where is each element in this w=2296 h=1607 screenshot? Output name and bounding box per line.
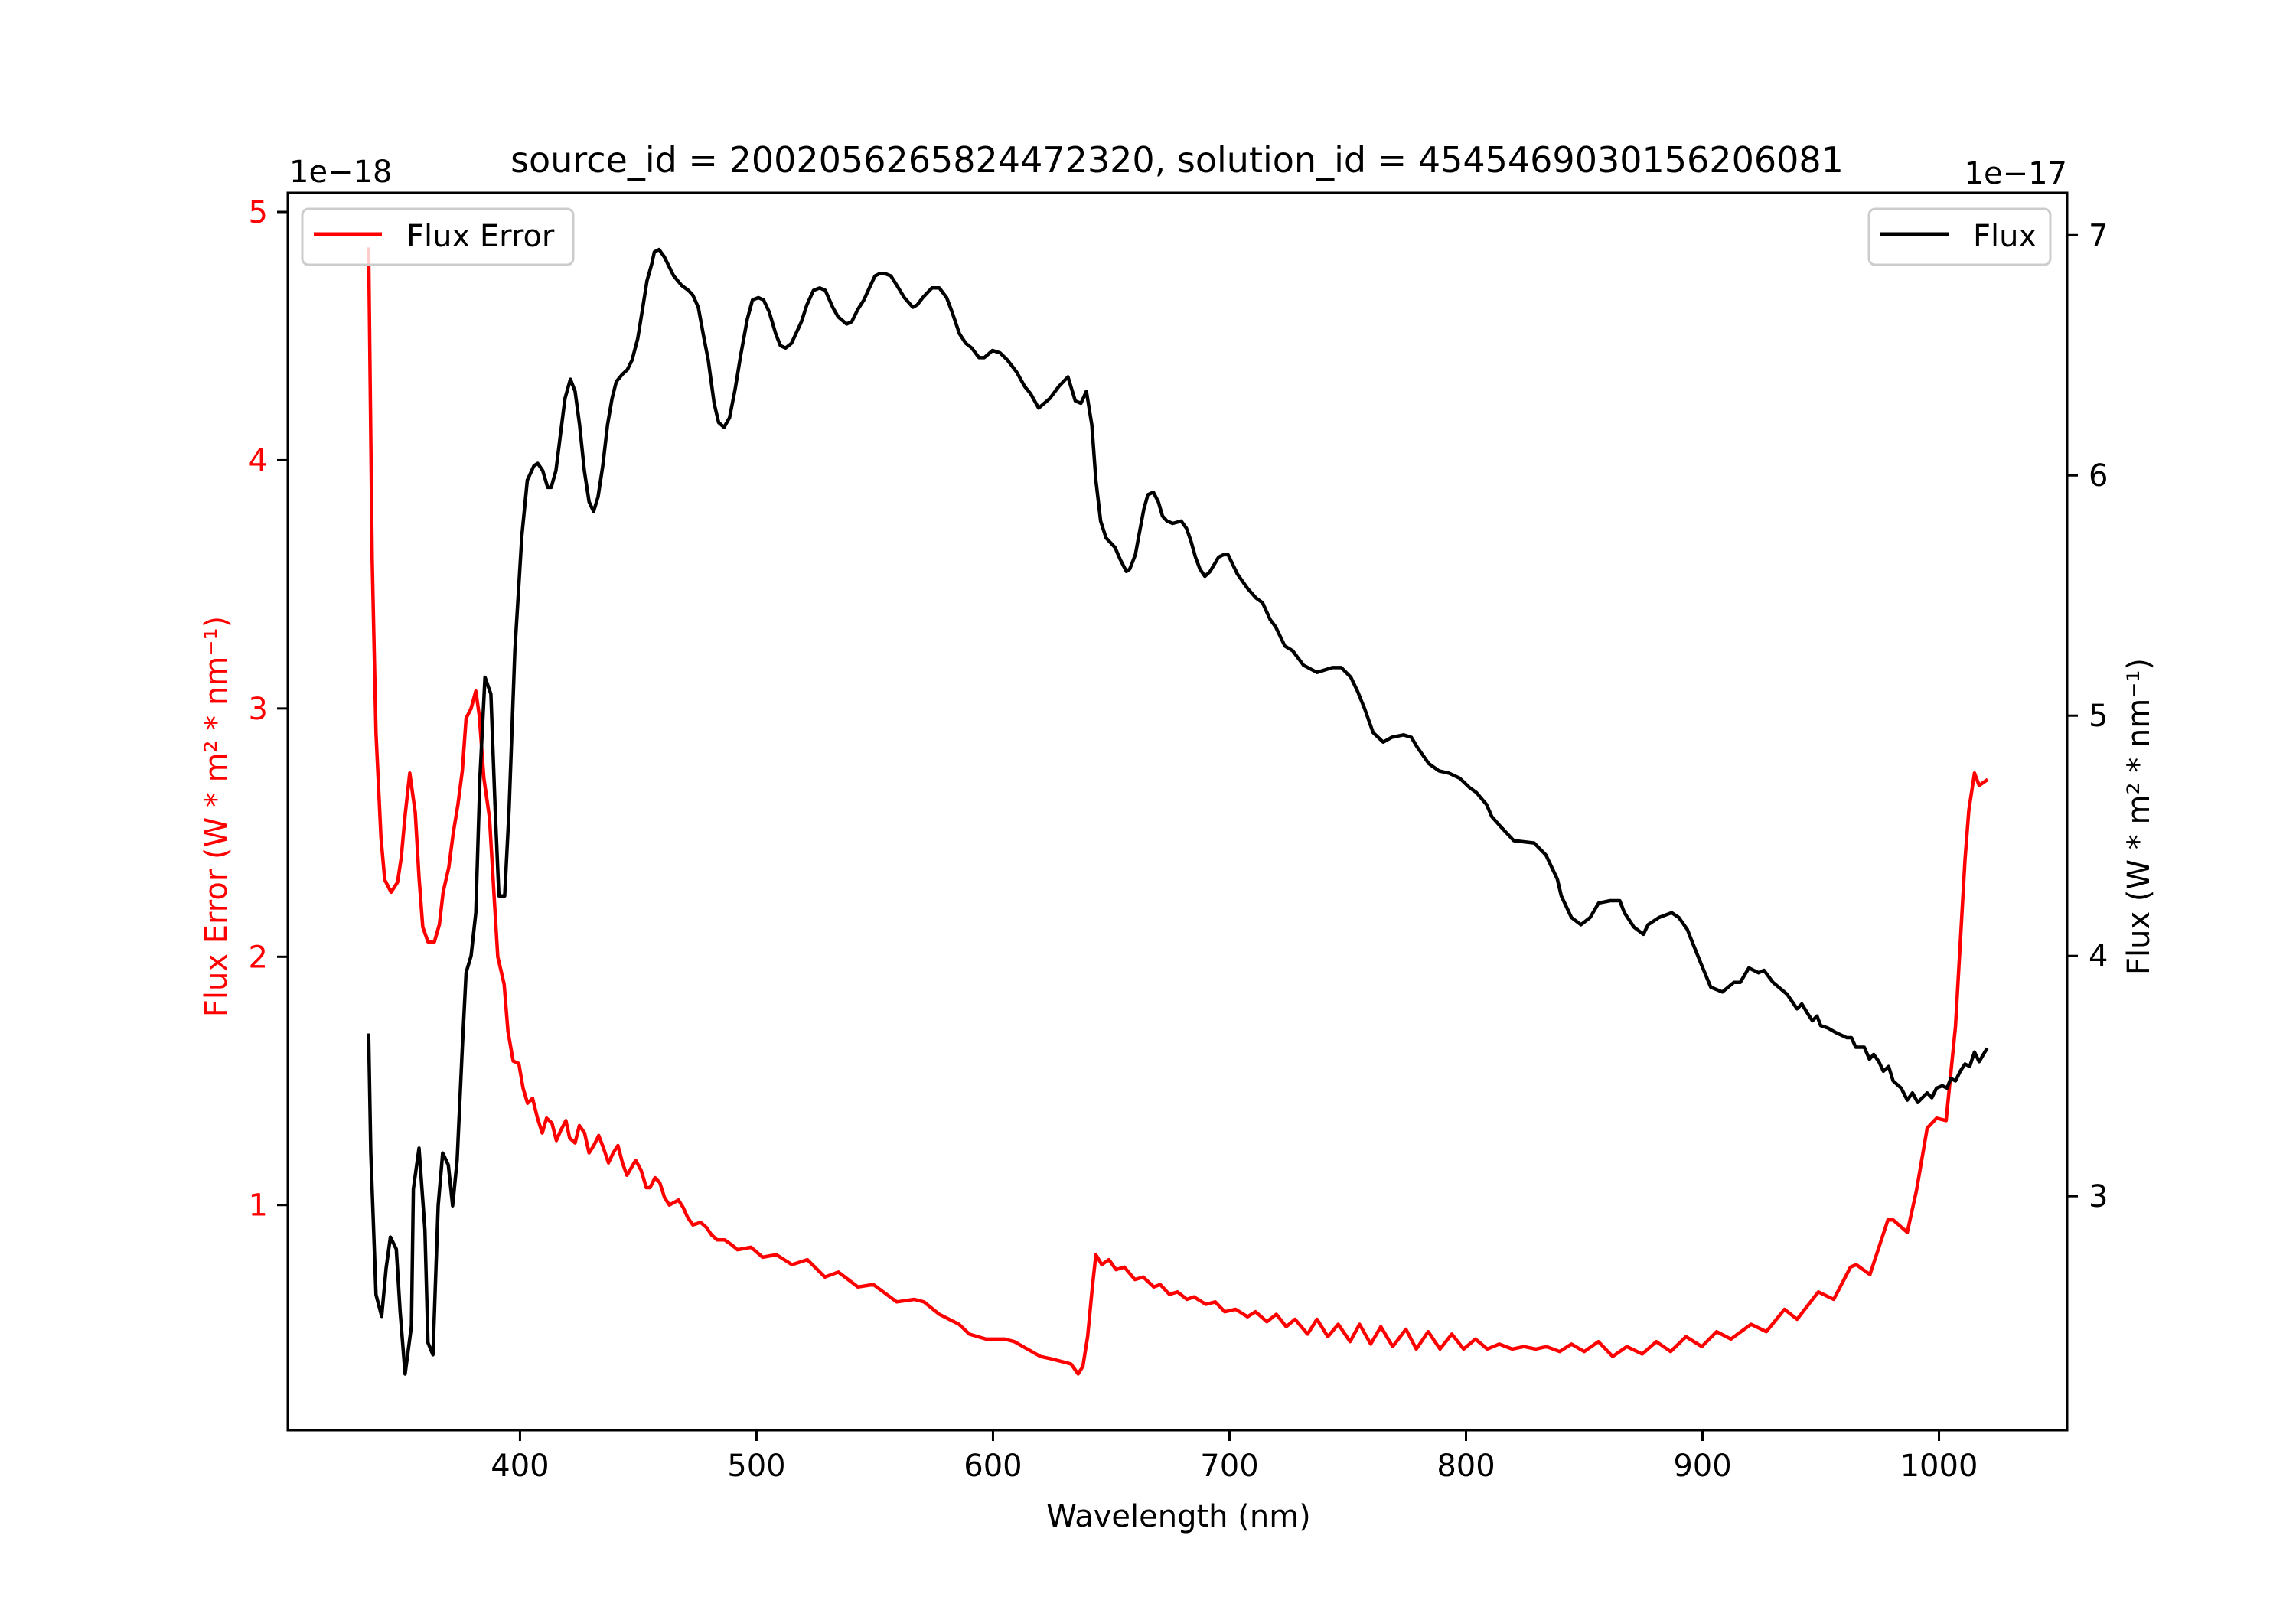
left-y-tick-label: 3 [249, 692, 268, 727]
legend-flux: Flux [1867, 207, 2052, 266]
right-y-tick-label: 3 [2089, 1179, 2108, 1214]
x-axis-label: Wavelength (nm) [1046, 1499, 1311, 1534]
right-y-axis-label: Flux (W * m² * nm⁻¹) [2122, 658, 2157, 975]
chart-title: source_id = 2002056265824472320, solutio… [510, 139, 1844, 181]
legend-label-flux: Flux [1973, 219, 2037, 254]
series-line-flux-error [367, 247, 1989, 1376]
right-offset-label: 1e−17 [1965, 156, 2067, 191]
x-tick-label: 600 [964, 1449, 1022, 1484]
x-tick-label: 400 [491, 1449, 549, 1484]
left-y-axis-label: Flux Error (W * m² * nm⁻¹) [199, 616, 234, 1017]
legend-box [1867, 207, 2052, 266]
x-tick-label: 700 [1200, 1449, 1258, 1484]
series-layer [367, 247, 1989, 1376]
left-y-tick-label: 2 [249, 940, 268, 975]
legend-label-flux-error: Flux Error [406, 219, 555, 254]
left-offset-label: 1e−18 [289, 155, 392, 190]
x-tick-label: 900 [1673, 1449, 1731, 1484]
left-y-tick-label: 5 [249, 195, 268, 230]
right-y-tick-label: 5 [2089, 699, 2108, 734]
right-y-tick-label: 4 [2089, 939, 2108, 974]
ticks-layer: 400 500 600 700 800 900 1000 1 2 3 4 5 3 4 5 6 7 [249, 195, 2108, 1484]
legend-flux-error: Flux Error [301, 207, 575, 266]
x-tick-label: 1000 [1900, 1449, 1978, 1484]
legend-box [301, 207, 575, 266]
right-y-tick-label: 6 [2089, 458, 2108, 494]
x-tick-label: 500 [727, 1449, 785, 1484]
right-y-tick-label: 7 [2089, 218, 2108, 253]
plot-frame [286, 191, 2069, 1432]
x-tick-label: 800 [1437, 1449, 1495, 1484]
left-y-tick-label: 4 [249, 443, 268, 478]
left-y-tick-label: 1 [249, 1188, 268, 1224]
series-line-flux [367, 247, 1989, 1376]
